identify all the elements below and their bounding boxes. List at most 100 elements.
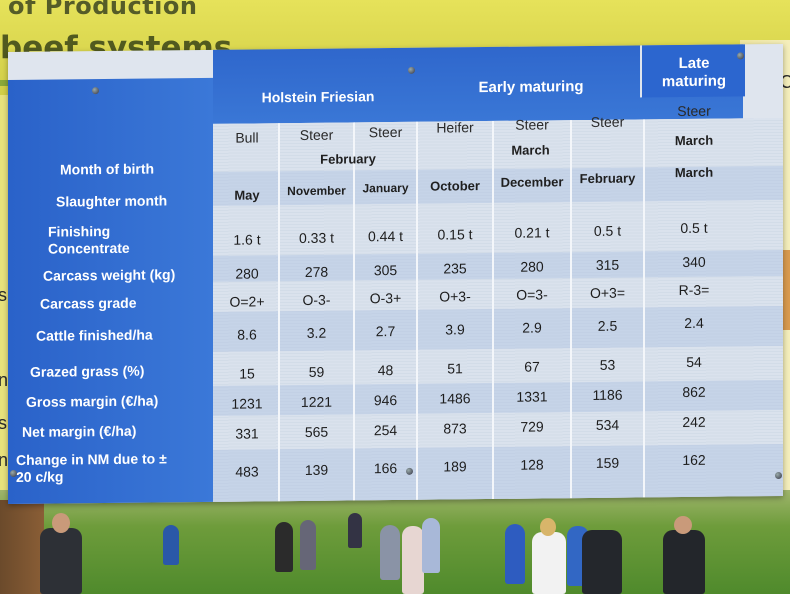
person bbox=[402, 526, 424, 594]
cell-cattle: 8.6 bbox=[237, 326, 257, 343]
cell-grass: 53 bbox=[599, 356, 616, 373]
cell-gross: 1486 bbox=[439, 390, 471, 407]
cell-carcass-grade: O=2+ bbox=[229, 293, 265, 310]
person bbox=[40, 528, 82, 594]
cell-concentrate: 0.15 t bbox=[437, 226, 473, 243]
birth-march: March bbox=[511, 142, 550, 158]
person bbox=[422, 518, 440, 573]
bolt bbox=[737, 52, 744, 60]
cell-carcass-weight: 280 bbox=[235, 265, 259, 282]
cell-carcass-weight: 280 bbox=[520, 258, 544, 275]
col-type: Heifer bbox=[436, 119, 474, 136]
cell-carcass-weight: 315 bbox=[595, 256, 620, 273]
bolt bbox=[406, 467, 413, 475]
slaughter-month: February bbox=[579, 170, 636, 187]
cell-carcass-grade: O-3- bbox=[302, 291, 331, 308]
cell-net: 565 bbox=[304, 423, 329, 440]
label-grazed-grass: Grazed grass (%) bbox=[30, 362, 145, 380]
bolt bbox=[92, 87, 99, 95]
cell-carcass-weight: 235 bbox=[443, 260, 467, 277]
cell-net: 534 bbox=[595, 416, 620, 433]
cell-change: 483 bbox=[235, 463, 259, 480]
cell-concentrate: 0.21 t bbox=[514, 224, 550, 241]
cell-carcass-grade: O=3- bbox=[516, 286, 548, 303]
right-board-letter: C bbox=[780, 72, 790, 92]
slaughter-month: October bbox=[430, 178, 480, 194]
cell-carcass-weight: 305 bbox=[373, 261, 398, 279]
group-late-maturing: Late maturing bbox=[661, 54, 727, 91]
cell-grass: 59 bbox=[308, 363, 325, 380]
left-board-letter: n bbox=[0, 450, 9, 470]
left-board-letter: s bbox=[0, 285, 7, 305]
cell-concentrate: 1.6 t bbox=[233, 231, 261, 248]
beef-systems-sign: Holstein Friesian Early maturing Late ma… bbox=[8, 43, 783, 505]
cell-cattle: 2.7 bbox=[375, 323, 396, 340]
cell-change: 128 bbox=[520, 456, 544, 473]
person-head bbox=[674, 516, 692, 534]
cell-grass: 51 bbox=[447, 360, 463, 377]
slaughter-month: January bbox=[362, 180, 409, 196]
label-month-of-birth: Month of birth bbox=[60, 160, 155, 178]
person bbox=[163, 525, 179, 565]
label-slaughter-month: Slaughter month bbox=[56, 192, 168, 210]
label-cattle-finished: Cattle finished/ha bbox=[36, 326, 153, 344]
person bbox=[505, 524, 525, 584]
person bbox=[532, 532, 566, 594]
slaughter-month: March bbox=[674, 164, 714, 181]
cell-net: 873 bbox=[443, 420, 467, 437]
cell-grass: 54 bbox=[686, 353, 702, 370]
birth-february: February bbox=[320, 151, 376, 167]
cell-grass: 67 bbox=[524, 358, 540, 375]
cell-gross: 1231 bbox=[231, 395, 263, 412]
banner-top-text: of Production bbox=[8, 0, 198, 20]
person bbox=[582, 530, 622, 594]
cell-change: 189 bbox=[443, 458, 467, 475]
slaughter-month: May bbox=[234, 187, 260, 203]
col-type: Steer bbox=[299, 126, 334, 144]
cell-net: 331 bbox=[235, 425, 259, 442]
label-net-margin: Net margin (€/ha) bbox=[22, 422, 137, 440]
cell-carcass-grade: O+3- bbox=[439, 288, 471, 305]
cell-change: 139 bbox=[304, 461, 329, 478]
person bbox=[663, 530, 705, 594]
col-type: Steer bbox=[515, 116, 549, 133]
cell-carcass-grade: O-3+ bbox=[369, 289, 402, 307]
cell-net: 254 bbox=[373, 421, 398, 439]
person bbox=[300, 520, 316, 570]
label-finishing-concentrate: Finishing Concentrate bbox=[48, 222, 130, 257]
birth-march-late: March bbox=[674, 132, 714, 149]
cell-cattle: 2.9 bbox=[522, 319, 542, 336]
bolt bbox=[775, 471, 782, 480]
cell-cattle: 3.9 bbox=[445, 321, 465, 338]
column-divider bbox=[353, 122, 355, 501]
bolt bbox=[408, 66, 415, 74]
slaughter-month: December bbox=[500, 174, 564, 190]
cell-grass: 48 bbox=[377, 362, 394, 379]
cell-carcass-weight: 278 bbox=[304, 263, 329, 280]
col-type: Steer bbox=[368, 123, 403, 141]
person bbox=[380, 525, 400, 580]
column-divider bbox=[278, 123, 280, 502]
cell-gross: 1186 bbox=[592, 386, 623, 403]
cell-change: 162 bbox=[682, 451, 706, 468]
cell-net: 729 bbox=[520, 418, 544, 435]
slaughter-month: November bbox=[287, 183, 346, 199]
label-carcass-weight: Carcass weight (kg) bbox=[43, 266, 176, 284]
cell-gross: 862 bbox=[682, 383, 706, 400]
cell-cattle: 2.4 bbox=[684, 314, 704, 331]
cell-cattle: 3.2 bbox=[306, 324, 327, 341]
col-type: Steer bbox=[677, 102, 711, 120]
person-head bbox=[52, 513, 70, 533]
cell-concentrate: 0.5 t bbox=[680, 219, 708, 237]
cell-gross: 1331 bbox=[516, 388, 548, 405]
person bbox=[275, 522, 293, 572]
wooden-post bbox=[0, 500, 44, 594]
left-board-letter: s bbox=[0, 413, 7, 433]
cell-cattle: 2.5 bbox=[597, 317, 618, 334]
cell-concentrate: 0.33 t bbox=[298, 229, 335, 247]
label-change-in-nm: Change in NM due to ± 20 c/kg bbox=[16, 450, 167, 485]
left-board-letter: n bbox=[0, 370, 9, 390]
person-head bbox=[540, 518, 556, 536]
col-type: Bull bbox=[235, 129, 259, 146]
cell-concentrate: 0.5 t bbox=[593, 222, 622, 239]
